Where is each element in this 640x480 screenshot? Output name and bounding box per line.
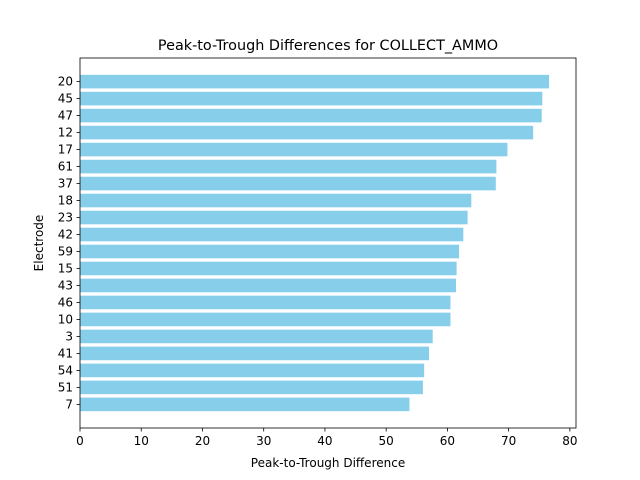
x-tick-label: 0 [76,434,84,448]
y-tick-label: 61 [58,160,73,174]
y-tick-label: 18 [58,194,73,208]
bar-electrode-41 [80,346,430,361]
bar-electrode-61 [80,159,497,174]
bar-electrode-17 [80,142,508,157]
bar-electrode-20 [80,74,550,89]
bar-electrode-18 [80,193,472,208]
y-tick-label: 17 [58,143,73,157]
y-axis-ticks: 20 45 47 12 17 61 37 18 23 42 59 15 43 46 10 3 41 54 51 7 [58,75,80,411]
y-tick-label: 12 [58,126,73,140]
y-tick-label: 10 [58,312,73,326]
bar-electrode-37 [80,176,496,191]
bar-electrode-51 [80,380,423,395]
x-tick-label: 50 [379,434,394,448]
bar-electrode-45 [80,91,543,106]
bar-electrode-46 [80,295,451,310]
x-tick-label: 70 [501,434,516,448]
x-tick-label: 10 [134,434,149,448]
bar-electrode-23 [80,210,468,225]
y-tick-label: 51 [58,380,73,394]
y-tick-label: 54 [58,363,73,377]
x-tick-label: 60 [440,434,455,448]
y-tick-label: 37 [58,177,73,191]
y-tick-label: 59 [58,244,73,258]
chart-title: Peak-to-Trough Differences for COLLECT_A… [158,38,498,54]
x-tick-label: 80 [562,434,577,448]
bar-electrode-47 [80,108,542,123]
bar-electrode-3 [80,329,433,344]
y-tick-label: 3 [65,329,73,343]
y-tick-label: 45 [58,92,73,106]
y-tick-label: 15 [58,261,73,275]
bar-electrode-7 [80,397,410,412]
bar-electrode-42 [80,227,464,242]
x-axis-ticks: 0 10 20 30 40 50 60 70 80 [76,428,578,448]
x-tick-label: 40 [317,434,332,448]
y-tick-label: 7 [65,397,73,411]
y-tick-label: 41 [58,346,73,360]
y-tick-label: 43 [58,278,73,292]
y-tick-label: 42 [58,228,73,242]
bar-electrode-43 [80,278,456,293]
x-tick-label: 30 [256,434,271,448]
y-tick-label: 20 [58,75,73,89]
y-tick-label: 47 [58,109,73,123]
x-axis-label: Peak-to-Trough Difference [251,456,405,470]
bar-electrode-12 [80,125,534,140]
bars-group [80,74,550,412]
plot-frame [79,57,577,429]
y-tick-label: 46 [58,295,73,309]
y-axis-label: Electrode [32,215,46,272]
x-tick-label: 20 [195,434,210,448]
y-tick-label: 23 [58,211,73,225]
bar-electrode-10 [80,312,451,327]
bar-electrode-59 [80,244,460,259]
bar-electrode-15 [80,261,457,276]
bar-electrode-54 [80,363,425,378]
